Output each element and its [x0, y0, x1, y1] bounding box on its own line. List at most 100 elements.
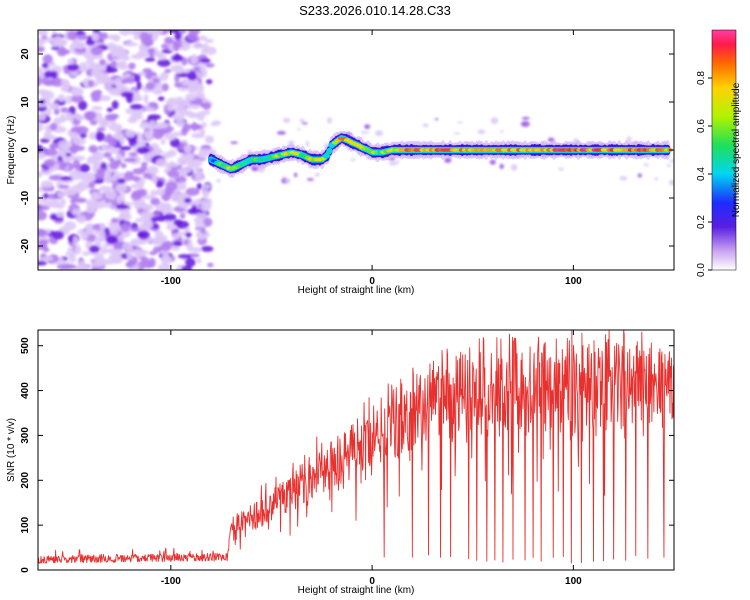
noise-blob: [56, 190, 65, 199]
noise-blob: [90, 46, 103, 56]
noise-blob: [88, 145, 98, 153]
noise-blob: [125, 261, 134, 268]
noise-blob: [113, 36, 120, 42]
noise-blob: [38, 239, 49, 245]
spectrogram-noise-blobs: [38, 30, 674, 270]
noise-blob: [140, 211, 154, 220]
noise-blob: [63, 221, 77, 231]
noise-blob: [95, 75, 109, 85]
noise-blob: [119, 146, 132, 151]
noise-blob: [98, 119, 109, 127]
noise-blob: [41, 256, 54, 262]
noise-speck: [230, 141, 238, 144]
noise-blob: [88, 132, 98, 140]
noise-blob: [202, 110, 211, 115]
noise-blob: [176, 220, 189, 229]
noise-blob: [205, 63, 215, 68]
snr-y-tick-label: 400: [20, 382, 31, 399]
noise-blob: [42, 247, 50, 253]
noise-blob: [128, 62, 136, 70]
noise-blob: [101, 143, 107, 151]
noise-blob: [84, 172, 97, 183]
snr-x-ticks: -100 0 100: [161, 330, 582, 587]
noise-blob: [41, 62, 49, 69]
noise-blob: [121, 78, 128, 84]
noise-blob: [120, 163, 127, 169]
noise-blob: [185, 187, 200, 196]
noise-blob: [178, 181, 187, 191]
snr-x-tick-label: 0: [369, 576, 375, 587]
noise-blob: [43, 199, 54, 208]
noise-speck: [457, 121, 463, 124]
noise-blob: [74, 244, 82, 255]
noise-blob: [38, 30, 49, 36]
noise-blob: [76, 34, 89, 41]
noise-blob: [145, 82, 155, 90]
spectrogram-y-tick-label: -20: [20, 238, 31, 253]
noise-blob: [91, 153, 102, 163]
noise-blob: [117, 178, 126, 184]
noise-blob: [126, 93, 134, 104]
noise-blob: [60, 49, 71, 55]
noise-blob: [128, 137, 138, 147]
noise-speck: [327, 117, 332, 124]
noise-blob: [106, 133, 112, 139]
colorbar-ticks: 0.0 0.2 0.4 0.6 0.8: [696, 71, 712, 277]
noise-blob: [44, 135, 57, 140]
noise-blob: [42, 193, 50, 199]
noise-blob: [38, 66, 44, 77]
noise-blob: [65, 251, 76, 257]
spectrogram-x-axis-label: Height of straight line (km): [298, 285, 415, 296]
noise-blob: [126, 244, 134, 254]
noise-blob: [198, 148, 210, 154]
noise-blob: [166, 106, 177, 111]
noise-blob: [114, 159, 122, 166]
noise-blob: [70, 131, 79, 140]
noise-speck: [285, 178, 291, 184]
noise-blob: [103, 175, 113, 184]
noise-blob: [175, 118, 185, 127]
noise-blob: [99, 222, 106, 232]
noise-blob: [190, 54, 198, 65]
noise-speck: [360, 131, 370, 134]
noise-blob: [124, 42, 138, 47]
noise-blob: [97, 64, 107, 71]
snr-panel: -100 0 100 0 100 200 300 400 500 Height of stra…: [6, 329, 675, 596]
noise-blob: [87, 80, 94, 88]
noise-blob: [204, 38, 214, 44]
noise-blob: [207, 262, 214, 268]
snr-y-tick-label: 100: [20, 516, 31, 533]
noise-blob: [157, 263, 172, 270]
spectrogram-y-ticks: -20 -10 0 10 20: [20, 48, 674, 253]
noise-blob: [72, 159, 80, 169]
noise-blob: [166, 223, 177, 231]
snr-y-tick-label: 500: [20, 337, 31, 354]
noise-blob: [38, 171, 43, 178]
noise-blob: [151, 173, 158, 184]
noise-blob: [152, 87, 164, 95]
figure-title: S233.2026.010.14.28.C33: [299, 3, 451, 18]
noise-blob: [152, 78, 160, 84]
noise-blob: [124, 171, 135, 181]
noise-speck: [477, 129, 486, 135]
noise-blob: [204, 135, 214, 144]
noise-blob: [48, 103, 59, 109]
noise-blob: [165, 181, 178, 192]
noise-blob: [67, 63, 80, 72]
noise-blob: [46, 108, 52, 117]
noise-blob: [110, 60, 118, 68]
noise-blob: [99, 59, 106, 66]
spectrogram-y-axis-label: Frequency (Hz): [6, 116, 17, 185]
spectrogram-y-tick-label: 20: [20, 48, 31, 60]
noise-blob: [40, 90, 55, 101]
noise-blob: [115, 132, 125, 141]
noise-blob: [195, 220, 205, 228]
noise-blob: [52, 230, 65, 240]
noise-blob: [156, 188, 166, 196]
noise-blob: [38, 76, 42, 87]
noise-blob: [186, 153, 194, 161]
noise-speck: [643, 163, 649, 167]
noise-blob: [130, 152, 138, 157]
